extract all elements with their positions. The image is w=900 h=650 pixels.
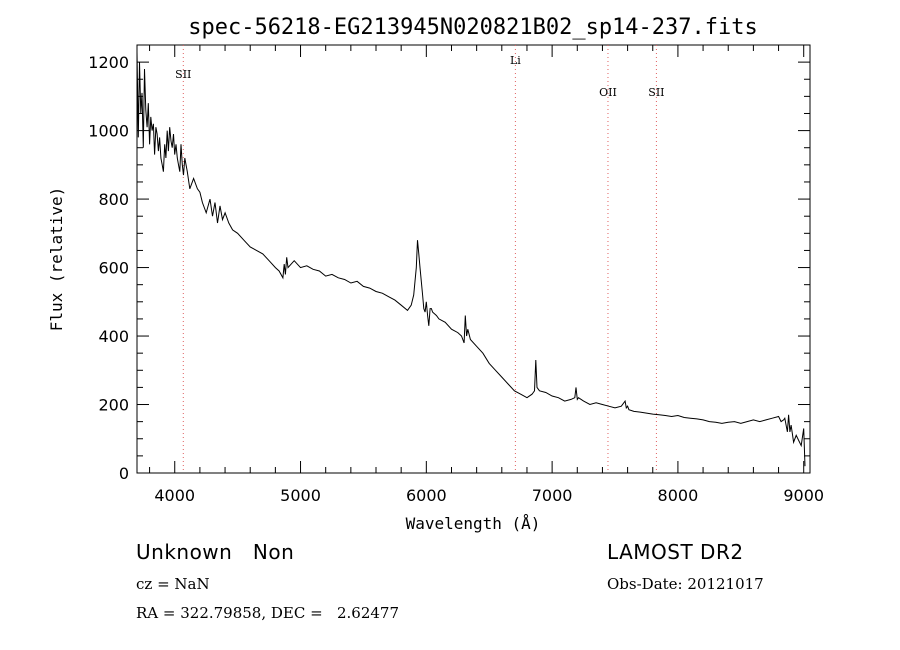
- line-marker-label: OII: [599, 86, 617, 99]
- y-tick-label: 400: [98, 327, 129, 346]
- line-marker-label: SII: [175, 68, 191, 81]
- y-tick-label: 0: [119, 464, 129, 483]
- y-tick-label: 1000: [88, 122, 129, 141]
- coordinates-text: RA = 322.79858, DEC = 2.62477: [136, 604, 400, 622]
- x-tick-label: 9000: [783, 486, 824, 505]
- line-marker-label: Li: [510, 54, 521, 67]
- redshift-text: cz = NaN: [136, 575, 210, 593]
- x-tick-label: 8000: [658, 486, 699, 505]
- x-axis-label: Wavelength (Å): [406, 514, 541, 533]
- y-tick-label: 800: [98, 190, 129, 209]
- observation-date-text: Obs-Date: 20121017: [607, 575, 764, 593]
- x-tick-label: 6000: [406, 486, 447, 505]
- survey-release-text: LAMOST DR2: [607, 540, 744, 564]
- x-tick-label: 4000: [154, 486, 195, 505]
- line-marker-label: SII: [648, 86, 664, 99]
- axis-ticks: 4000 5000 6000 7000 8000 9000 0 200 400 600 800 100…: [88, 44, 824, 505]
- y-tick-label: 200: [98, 396, 129, 415]
- object-class-text: Unknown Non: [136, 540, 295, 564]
- x-tick-label: 7000: [532, 486, 573, 505]
- spectrum-line: [136, 51, 806, 467]
- emission-line-markers: SII Li OII SII: [175, 45, 665, 473]
- y-axis-label: Flux (relative): [47, 187, 66, 332]
- plot-frame: [136, 44, 811, 474]
- y-tick-label: 1200: [88, 53, 129, 72]
- x-tick-label: 5000: [280, 486, 321, 505]
- y-tick-label: 600: [98, 259, 129, 278]
- chart-title: spec-56218-EG213945N020821B02_sp14-237.f…: [188, 15, 758, 40]
